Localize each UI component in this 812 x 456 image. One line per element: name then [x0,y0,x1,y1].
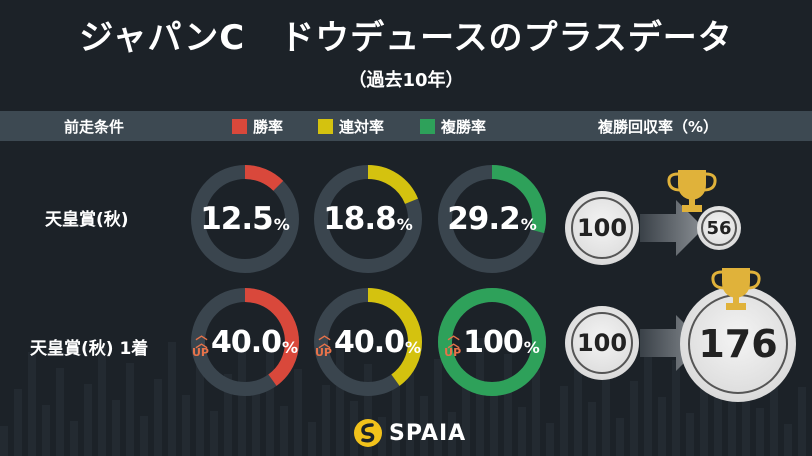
ring-arc-quinella [314,165,422,273]
legend-place-swatch [420,119,435,134]
row2-trophy-icon [711,268,761,310]
row2-place-donut [438,288,546,396]
row2-quinella-value: ︿ ︿ UP 40.0% [314,324,422,360]
page-subtitle: （過去10年） [348,70,464,91]
row1-return-base-coin: 100 [565,191,639,265]
spaia-logo-text: SPAIA [389,420,467,446]
legend-quinella-label: 連対率 [339,118,385,136]
header-condition: 前走条件 [64,118,125,136]
ring-arc-win [191,165,299,273]
row2-win-donut [191,288,299,396]
row2-return-value: 176 [698,322,778,366]
row1-place-donut [438,165,546,273]
row2-win-ring: ︿ ︿ UP 40.0% [190,287,300,397]
row1-place-value: 29.2% [447,201,537,237]
row1-trophy-icon [667,170,717,212]
ring-arc-quinella [314,288,422,396]
row1-quinella-donut [314,165,422,273]
row1-return-value-coin: 56 [697,206,741,250]
row1-return-base: 100 [576,214,628,242]
row1-arrow-icon [640,200,704,256]
row1-win-value: 12.5% [200,201,290,237]
legend-win: 勝率 [232,116,283,137]
row2-quinella-up-icon: ︿ ︿ UP [314,328,332,359]
legend-quinella: 連対率 [318,116,384,137]
row1-win-ring: 12.5% [190,164,300,274]
legend-place-label: 複勝率 [441,118,487,136]
row1-label: 天皇賞(秋) [45,210,129,230]
row2-return-base-coin: 100 [565,306,639,380]
row1-place-ring: 29.2% [437,164,547,274]
page-title: ジャパンC ドウデュースのプラスデータ [79,18,733,58]
row2-place-up-icon: ︿ ︿ UP [444,328,462,359]
legend-win-label: 勝率 [253,118,284,136]
spaia-logo: SPAIA [353,418,466,448]
row1-quinella-ring: 18.8% [313,164,423,274]
spaia-logo-icon [354,419,382,447]
legend-quinella-swatch [318,119,333,134]
row2-quinella-ring: ︿ ︿ UP 40.0% [313,287,423,397]
row2-place-value: ︿ ︿ UP 100% [444,324,540,360]
ring-arc-place [438,165,546,273]
legend-place: 複勝率 [420,116,486,137]
row2-quinella-donut [314,288,422,396]
row2-win-up-icon: ︿ ︿ UP [191,328,209,359]
row2-label: 天皇賞(秋) 1着 [30,339,149,359]
row1-quinella-value: 18.8% [323,201,413,237]
header-place-return: 複勝回収率（%） [598,118,719,136]
ring-arc-place [438,288,546,396]
ring-arc-win [191,288,299,396]
row1-win-donut [191,165,299,273]
row1-return-value: 56 [706,217,732,239]
header-band [0,111,812,141]
legend-win-swatch [232,119,247,134]
row2-place-ring: ︿ ︿ UP 100% [437,287,547,397]
row2-win-value: ︿ ︿ UP 40.0% [191,324,299,360]
row2-return-base: 100 [576,329,628,357]
